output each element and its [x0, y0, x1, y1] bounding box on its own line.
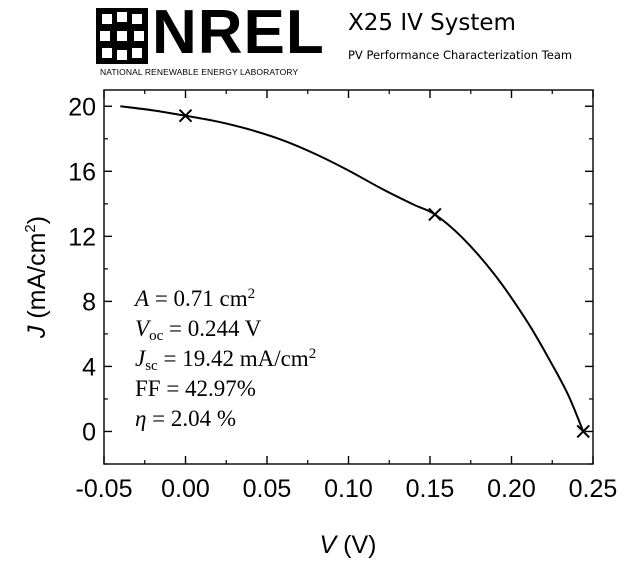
marker-voc — [576, 424, 590, 439]
x-tick-label: 0.20 — [487, 475, 536, 503]
team-subtitle: PV Performance Characterization Team — [348, 48, 573, 62]
y-tick-label: 4 — [82, 353, 96, 381]
x-axis-ticks: -0.05 0.00 0.05 0.10 0.15 0.20 0.25 — [76, 90, 618, 503]
x-tick-label: 0.10 — [324, 475, 373, 503]
x-tick-label: 0.25 — [569, 475, 618, 503]
marker-layer — [178, 108, 590, 439]
nrel-logo: NREL NATIONAL RENEWABLE ENERGY LABORATOR… — [90, 0, 340, 78]
x-tick-label: 0.15 — [406, 475, 455, 503]
annotation-jsc: Jsc = 19.42 mA/cm2 — [135, 346, 317, 374]
y-axis-label: J (mA/cm2) — [22, 216, 51, 339]
marker-jsc — [178, 108, 193, 123]
y-tick-label: 16 — [68, 158, 96, 186]
x-axis-label: V (V) — [320, 531, 377, 559]
y-axis-ticks: 0 4 8 12 16 20 — [68, 93, 593, 465]
marker-max-power — [428, 207, 442, 222]
logo-subtitle: NATIONAL RENEWABLE ENERGY LABORATORY — [100, 67, 299, 77]
y-tick-label: 12 — [68, 223, 96, 251]
y-tick-label: 0 — [82, 418, 96, 446]
logo-wordmark: NREL — [152, 0, 325, 67]
iv-curve-line — [120, 105, 585, 432]
annotation-efficiency: η = 2.04 % — [135, 406, 237, 431]
annotation-ff: FF = 42.97% — [135, 376, 256, 401]
system-title: X25 IV System — [348, 10, 516, 36]
series-layer — [120, 105, 585, 432]
x-tick-label: 0.05 — [243, 475, 292, 503]
annotation-voc: Voc = 0.244 V — [135, 316, 262, 344]
y-tick-label: 20 — [68, 93, 96, 121]
y-tick-label: 8 — [82, 288, 96, 316]
nrel-sun-mark-icon — [96, 8, 148, 64]
x-tick-label: 0.00 — [161, 475, 210, 503]
x-tick-label: -0.05 — [76, 475, 133, 503]
annotation-area: A = 0.71 cm2 — [135, 286, 256, 311]
